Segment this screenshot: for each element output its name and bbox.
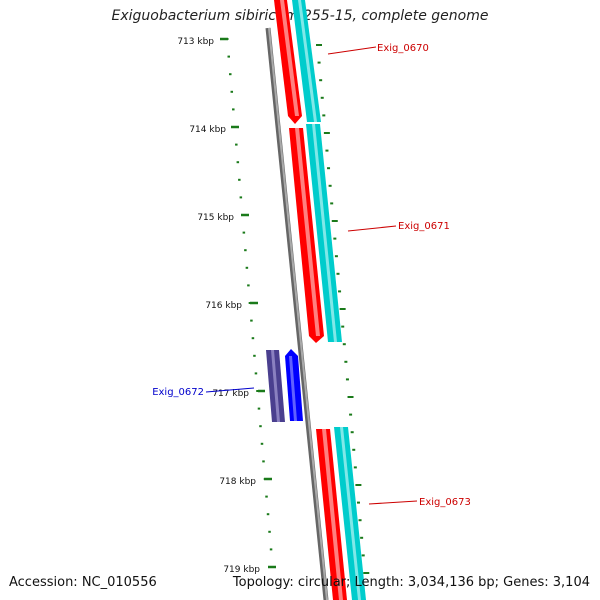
cds-block-highlight <box>298 0 317 122</box>
tick-label: 715 kbp <box>197 213 234 223</box>
tick-label: 714 kbp <box>189 125 226 135</box>
gene-exig-0671[interactable] <box>289 124 342 343</box>
cds-block-highlight <box>312 124 337 342</box>
gene-arrow-highlight <box>289 356 297 421</box>
gene-arrow-highlight <box>280 0 299 116</box>
tick-label: 713 kbp <box>177 37 214 47</box>
leader-line <box>327 46 377 55</box>
minor-ticks-right <box>316 44 370 574</box>
gene-exig-0672[interactable] <box>266 349 303 422</box>
genome-summary-text: Topology: circular; Length: 3,034,136 bp… <box>232 575 590 590</box>
leader-line <box>205 387 255 393</box>
tick-label: 718 kbp <box>219 477 256 487</box>
cds-block-highlight <box>340 427 361 600</box>
tick-label: 716 kbp <box>205 301 242 311</box>
leader-line <box>347 225 397 232</box>
gene-label-exig-0670[interactable]: Exig_0670 <box>377 43 429 54</box>
tick-label: 719 kbp <box>223 565 260 575</box>
tick-label: 717 kbp <box>212 389 249 399</box>
cds-block-highlight <box>271 350 280 422</box>
leader-line <box>368 500 418 505</box>
gene-exig-0670[interactable] <box>274 0 321 124</box>
gene-label-exig-0673[interactable]: Exig_0673 <box>419 497 471 508</box>
accession-text: Accession: NC_010556 <box>9 575 157 590</box>
major-ticks: 713 kbp 714 kbp 715 kbp 716 kbp 717 kbp … <box>177 37 276 575</box>
gene-label-exig-0671[interactable]: Exig_0671 <box>398 221 450 232</box>
gene-exig-0673[interactable] <box>316 427 366 600</box>
backbone <box>265 27 329 600</box>
gene-label-exig-0672[interactable]: Exig_0672 <box>152 387 204 398</box>
gene-arrow-highlight <box>322 429 343 600</box>
backbone-highlight <box>268 27 328 600</box>
gene-arrow-highlight <box>295 128 320 336</box>
gene-labels: Exig_0670 Exig_0671 Exig_0672 Exig_0673 <box>152 43 471 508</box>
